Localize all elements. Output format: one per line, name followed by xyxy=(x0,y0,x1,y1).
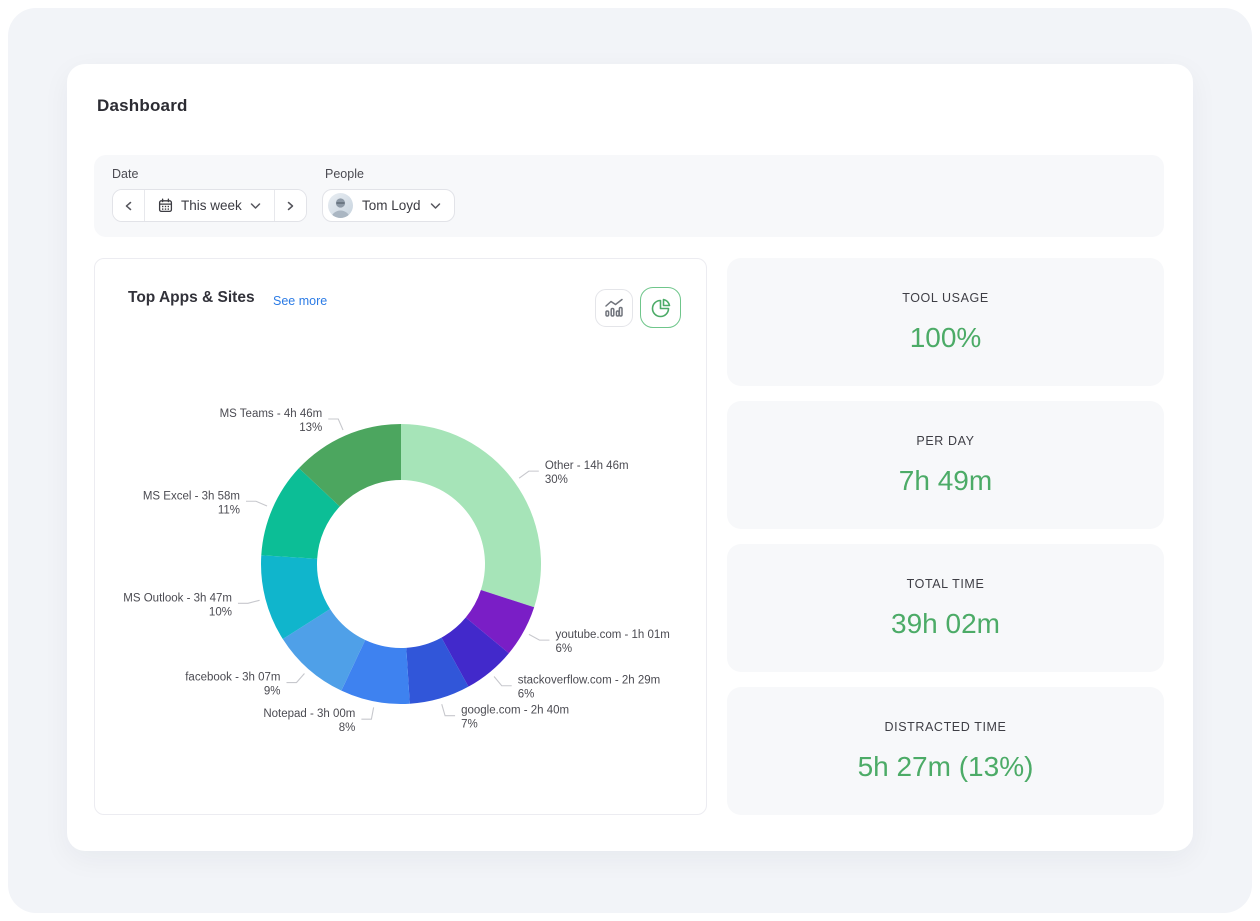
donut-label-percent: 11% xyxy=(218,504,240,516)
donut-label-percent: 30% xyxy=(545,474,568,486)
filter-bar: Date This week xyxy=(94,155,1164,237)
donut-label-leader xyxy=(494,676,512,685)
donut-label-percent: 9% xyxy=(264,686,281,698)
donut-label-percent: 6% xyxy=(555,643,572,655)
donut-label-percent: 8% xyxy=(339,722,356,734)
date-range-dropdown[interactable]: This week xyxy=(144,190,275,221)
date-next-button[interactable] xyxy=(275,190,306,221)
date-range-value: This week xyxy=(181,198,242,213)
donut-label-name: MS Outlook - 3h 47m xyxy=(123,592,232,604)
people-value: Tom Loyd xyxy=(362,198,421,213)
stat-card-distracted-time: DISTRACTED TIME 5h 27m (13%) xyxy=(727,687,1164,815)
app-background-panel: Dashboard Date This week xyxy=(8,8,1252,913)
chevron-right-icon xyxy=(285,201,295,211)
stat-label: TOOL USAGE xyxy=(902,291,989,305)
stat-card-tool-usage: TOOL USAGE 100% xyxy=(727,258,1164,386)
stat-label: PER DAY xyxy=(916,434,974,448)
donut-label-name: google.com - 2h 40m xyxy=(461,705,569,717)
stat-label: DISTRACTED TIME xyxy=(885,720,1007,734)
stat-card-total-time: TOTAL TIME 39h 02m xyxy=(727,544,1164,672)
date-filter-label: Date xyxy=(112,167,138,181)
chevron-down-icon xyxy=(250,202,261,210)
donut-label-name: facebook - 3h 07m xyxy=(185,672,280,684)
dashboard-card: Dashboard Date This week xyxy=(67,64,1193,851)
donut-segment-other xyxy=(401,424,541,607)
people-dropdown[interactable]: Tom Loyd xyxy=(322,189,455,222)
donut-label-leader xyxy=(287,674,305,683)
donut-label-leader xyxy=(529,634,550,640)
donut-label-percent: 7% xyxy=(461,719,478,731)
donut-label-name: MS Excel - 3h 58m xyxy=(143,490,240,502)
stat-card-per-day: PER DAY 7h 49m xyxy=(727,401,1164,529)
page-title: Dashboard xyxy=(97,96,188,116)
donut-label-percent: 6% xyxy=(518,689,535,701)
donut-label-percent: 10% xyxy=(209,606,232,618)
donut-label-name: MS Teams - 4h 46m xyxy=(220,408,323,420)
stat-value: 7h 49m xyxy=(899,465,992,497)
people-filter-label: People xyxy=(325,167,364,181)
donut-label-leader xyxy=(519,471,539,478)
donut-label-leader xyxy=(442,704,455,716)
stat-value: 39h 02m xyxy=(891,608,1000,640)
chevron-left-icon xyxy=(124,201,134,211)
donut-label-name: Notepad - 3h 00m xyxy=(263,708,355,720)
chevron-down-icon xyxy=(430,202,441,210)
stat-value: 5h 27m (13%) xyxy=(858,751,1034,783)
stat-value: 100% xyxy=(910,322,982,354)
calendar-icon xyxy=(158,198,173,213)
donut-label-leader xyxy=(246,501,267,506)
stats-column: TOOL USAGE 100% PER DAY 7h 49m TOTAL TIM… xyxy=(727,258,1164,815)
donut-label-leader xyxy=(328,419,343,430)
donut-label-percent: 13% xyxy=(299,422,322,434)
date-control: This week xyxy=(112,189,307,222)
donut-label-name: youtube.com - 1h 01m xyxy=(555,629,669,641)
top-apps-card: Top Apps & Sites See more xyxy=(94,258,707,815)
donut-label-name: Other - 14h 46m xyxy=(545,460,629,472)
donut-chart: Other - 14h 46m 30% youtube.com - 1h 01m 6%… xyxy=(95,259,708,816)
date-prev-button[interactable] xyxy=(113,190,144,221)
donut-label-leader xyxy=(361,707,373,719)
donut-label-leader xyxy=(238,600,260,603)
stat-label: TOTAL TIME xyxy=(907,577,985,591)
avatar xyxy=(328,193,353,218)
donut-label-name: stackoverflow.com - 2h 29m xyxy=(518,675,661,687)
